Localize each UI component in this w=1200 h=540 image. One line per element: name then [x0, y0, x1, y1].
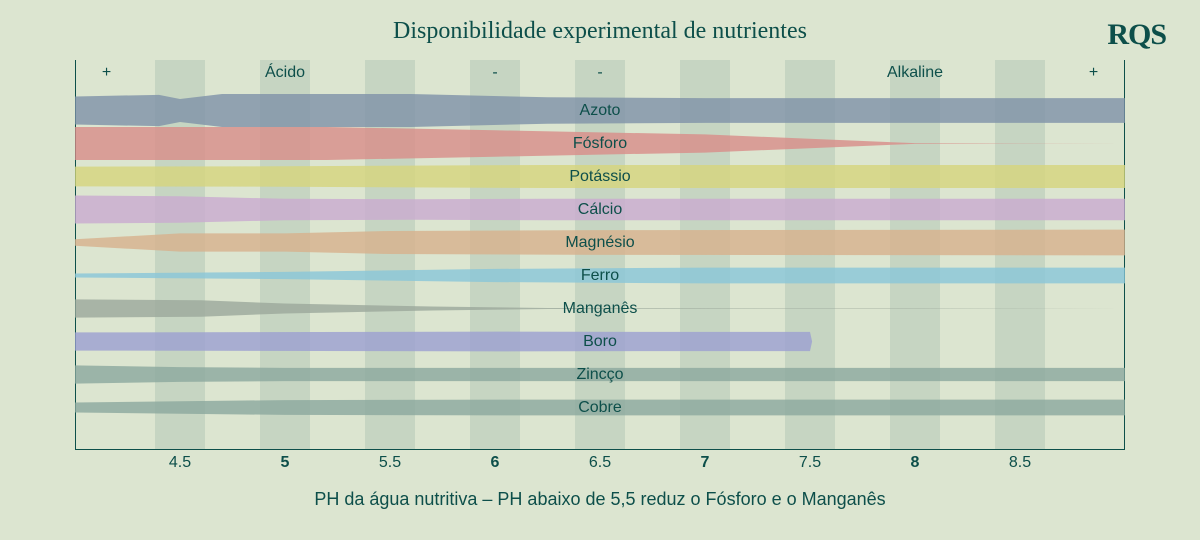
scale-label: Ácido	[265, 64, 305, 82]
ph-scale-header: + Ácido - - Alkaline +	[75, 64, 1125, 86]
scale-label: +	[102, 64, 111, 82]
scale-label: -	[597, 64, 602, 82]
ph-tick: 5.5	[379, 454, 401, 472]
ph-tick: 6	[491, 454, 500, 472]
scale-label: Alkaline	[887, 64, 943, 82]
ph-tick: 5	[281, 454, 290, 472]
chart-caption: PH da água nutritiva – PH abaixo de 5,5 …	[0, 489, 1200, 510]
ph-tick: 7	[701, 454, 710, 472]
chart-border-bottom	[75, 449, 1125, 450]
nutrient-band: Zincço	[75, 358, 1125, 391]
scale-label: -	[492, 64, 497, 82]
chart-title: Disponibilidade experimental de nutrient…	[0, 18, 1200, 45]
ph-tick: 8.5	[1009, 454, 1031, 472]
ph-tick-row: 4.5 5 5.5 6 6.5 7 7.5 8 8.5	[75, 454, 1125, 476]
nutrient-band: Boro	[75, 325, 1125, 358]
nutrient-band: Ferro	[75, 259, 1125, 292]
brand-logo: RQS	[1107, 18, 1166, 52]
nutrient-availability-chart: + Ácido - - Alkaline + AzotoFósforoPotássioCá…	[75, 60, 1125, 450]
nutrient-band: Magnésio	[75, 226, 1125, 259]
ph-tick: 8	[911, 454, 920, 472]
ph-tick: 7.5	[799, 454, 821, 472]
ph-tick: 6.5	[589, 454, 611, 472]
nutrient-band: Cobre	[75, 391, 1125, 424]
nutrient-band: Manganês	[75, 292, 1125, 325]
scale-label: +	[1089, 64, 1098, 82]
nutrient-band: Azoto	[75, 94, 1125, 127]
ph-tick: 4.5	[169, 454, 191, 472]
nutrient-band: Potássio	[75, 160, 1125, 193]
nutrient-band: Fósforo	[75, 127, 1125, 160]
nutrient-band: Cálcio	[75, 193, 1125, 226]
